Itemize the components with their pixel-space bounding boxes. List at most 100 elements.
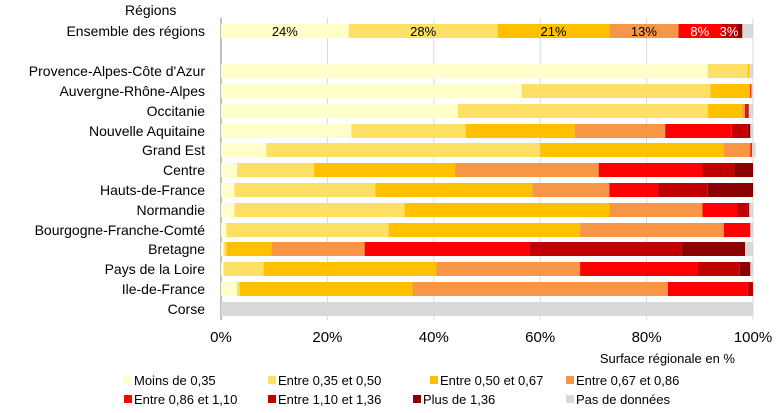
category-label-bourgogne-franche-comte: Bourgogne-Franche-Comté bbox=[35, 222, 206, 238]
bar-segment-provence-alpes-cote-d-azur-entre-0-50-et-0-67 bbox=[747, 64, 750, 78]
bar-segment-centre-moins-de-0-35 bbox=[221, 163, 237, 177]
bar-segment-hauts-de-france-entre-0-35-et-0-50 bbox=[234, 183, 376, 197]
bar-segment-pays-de-la-loire-entre-0-50-et-0-67 bbox=[263, 262, 437, 276]
category-label-hauts-de-france: Hauts-de-France bbox=[100, 182, 205, 198]
bar-segment-bourgogne-franche-comte-pas-de-donnees bbox=[750, 223, 753, 237]
legend-swatch-pas-de-donnees bbox=[566, 395, 574, 403]
bar-segment-nouvelle-aquitaine-entre-0-67-et-0-86 bbox=[574, 124, 666, 138]
bar-segment-centre-entre-0-86-et-1-10 bbox=[598, 163, 703, 177]
bar-segment-grand-est-entre-1-10-et-1-36 bbox=[751, 143, 752, 157]
bar-segment-ile-de-france-moins-de-0-35 bbox=[221, 282, 237, 296]
bar-segment-nouvelle-aquitaine-plus-de-1-36 bbox=[747, 124, 751, 138]
bar-segment-hauts-de-france-moins-de-0-35 bbox=[221, 183, 235, 197]
bar-segment-ile-de-france-entre-1-10-et-1-36 bbox=[747, 282, 753, 296]
data-label-entre-0-50-et-0-67: 21% bbox=[540, 24, 566, 39]
bar-segment-grand-est-pas-de-donnees bbox=[751, 143, 756, 157]
bar-segment-auvergne-rhone-alpes-entre-0-86-et-1-10 bbox=[750, 84, 752, 98]
bar-segment-occitanie-entre-0-35-et-0-50 bbox=[457, 104, 708, 118]
bar-segment-pays-de-la-loire-entre-1-10-et-1-36 bbox=[697, 262, 740, 276]
bar-segment-centre-entre-1-10-et-1-36 bbox=[702, 163, 735, 177]
bar-segment-pays-de-la-loire-pas-de-donnees bbox=[750, 262, 753, 276]
bar-segment-grand-est-entre-0-67-et-0-86 bbox=[723, 143, 751, 157]
category-label-normandie: Normandie bbox=[137, 202, 206, 218]
bar-segment-centre-entre-0-50-et-0-67 bbox=[314, 163, 456, 177]
bar-segment-bretagne-plus-de-1-36 bbox=[681, 242, 746, 256]
bar-segment-ensemble-des-regions-entre-0-35-et-0-50 bbox=[348, 24, 498, 38]
bar-segment-hauts-de-france-entre-0-50-et-0-67 bbox=[375, 183, 533, 197]
bar-segment-centre-entre-0-35-et-0-50 bbox=[236, 163, 315, 177]
bar-segment-bretagne-entre-0-86-et-1-10 bbox=[364, 242, 530, 256]
category-label-grand-est: Grand Est bbox=[142, 142, 205, 158]
bar-segment-pays-de-la-loire-plus-de-1-36 bbox=[739, 262, 751, 276]
legend-label-moins-de-0-35: Moins de 0,35 bbox=[134, 373, 216, 388]
bar-segment-hauts-de-france-entre-0-67-et-0-86 bbox=[532, 183, 610, 197]
bar-segment-ensemble-des-regions-entre-1-10-et-1-36 bbox=[721, 24, 738, 38]
bar-segment-pays-de-la-loire-entre-0-67-et-0-86 bbox=[436, 262, 581, 276]
data-label-entre-0-86-et-1-10: 8% bbox=[690, 24, 709, 39]
bar-segment-ile-de-france-entre-0-35-et-0-50 bbox=[236, 282, 240, 296]
legend-label-entre-1-10-et-1-36: Entre 1,10 et 1,36 bbox=[278, 392, 381, 407]
legend-label-entre-0-50-et-0-67: Entre 0,50 et 0,67 bbox=[440, 373, 543, 388]
data-label-entre-0-35-et-0-50: 28% bbox=[410, 24, 436, 39]
category-label-auvergne-rhone-alpes: Auvergne-Rhône-Alpes bbox=[59, 83, 205, 99]
category-label-nouvelle-aquitaine: Nouvelle Aquitaine bbox=[89, 123, 205, 139]
bar-segment-occitanie-entre-0-67-et-0-86 bbox=[742, 104, 746, 118]
legend-label-entre-0-35-et-0-50: Entre 0,35 et 0,50 bbox=[278, 373, 381, 388]
bar-segment-normandie-entre-0-86-et-1-10 bbox=[702, 203, 738, 217]
x-tick-label-80: 80% bbox=[632, 329, 662, 346]
bar-segment-corse-pas-de-donnees bbox=[221, 302, 753, 316]
x-axis-title: Surface régionale en % bbox=[600, 351, 736, 366]
bar-segment-ensemble-des-regions-moins-de-0-35 bbox=[221, 24, 349, 38]
x-tick-label-100: 100% bbox=[734, 329, 772, 346]
x-tick-label-40: 40% bbox=[419, 329, 449, 346]
bar-segment-ile-de-france-entre-0-86-et-1-10 bbox=[667, 282, 748, 296]
bar-segment-normandie-pas-de-donnees bbox=[749, 203, 753, 217]
bar-segment-bourgogne-franche-comte-entre-0-86-et-1-10 bbox=[723, 223, 751, 237]
bar-segment-hauts-de-france-entre-1-10-et-1-36 bbox=[657, 183, 708, 197]
bar-segment-bretagne-entre-0-67-et-0-86 bbox=[271, 242, 365, 256]
bar-segment-normandie-moins-de-0-35 bbox=[221, 203, 235, 217]
bar-segment-occitanie-pas-de-donnees bbox=[748, 104, 753, 118]
bar-segment-centre-plus-de-1-36 bbox=[734, 163, 753, 177]
bar-segment-bourgogne-franche-comte-entre-0-50-et-0-67 bbox=[388, 223, 581, 237]
data-label-entre-1-10-et-1-36: 3% bbox=[720, 24, 739, 39]
bar-segment-grand-est-entre-0-35-et-0-50 bbox=[266, 143, 541, 157]
legend-swatch-entre-0-50-et-0-67 bbox=[430, 376, 438, 384]
legend-label-pas-de-donnees: Pas de données bbox=[576, 392, 670, 407]
bar-segment-occitanie-entre-0-86-et-1-10 bbox=[745, 104, 747, 118]
category-label-bretagne: Bretagne bbox=[148, 241, 205, 257]
bar-segment-normandie-entre-0-50-et-0-67 bbox=[404, 203, 610, 217]
x-tick-label-60: 60% bbox=[525, 329, 555, 346]
bar-segment-nouvelle-aquitaine-entre-0-35-et-0-50 bbox=[351, 124, 466, 138]
category-label-centre: Centre bbox=[163, 162, 205, 178]
bar-segment-normandie-plus-de-1-36 bbox=[747, 203, 750, 217]
category-label-provence-alpes-cote-d-azur: Provence-Alpes-Côte d'Azur bbox=[29, 63, 206, 79]
legend-swatch-entre-1-10-et-1-36 bbox=[268, 395, 276, 403]
bar-segment-auvergne-rhone-alpes-entre-0-50-et-0-67 bbox=[710, 84, 750, 98]
y-axis-title: Régions bbox=[125, 2, 176, 18]
bar-segment-auvergne-rhone-alpes-pas-de-donnees bbox=[751, 84, 753, 98]
legend-swatch-entre-0-67-et-0-86 bbox=[566, 376, 574, 384]
bar-segment-auvergne-rhone-alpes-entre-0-67-et-0-86 bbox=[749, 84, 751, 98]
bar-segment-bourgogne-franche-comte-entre-0-35-et-0-50 bbox=[226, 223, 389, 237]
bar-segment-bretagne-moins-de-0-35 bbox=[221, 242, 224, 256]
bar-segment-occitanie-plus-de-1-36 bbox=[747, 104, 749, 118]
bar-segment-hauts-de-france-plus-de-1-36 bbox=[707, 183, 753, 197]
bar-segment-bretagne-pas-de-donnees bbox=[745, 242, 753, 256]
bar-segment-ile-de-france-entre-0-67-et-0-86 bbox=[412, 282, 668, 296]
legend-swatch-moins-de-0-35 bbox=[124, 376, 132, 384]
bar-segment-normandie-entre-1-10-et-1-36 bbox=[737, 203, 748, 217]
data-label-entre-0-67-et-0-86: 13% bbox=[631, 24, 657, 39]
data-label-moins-de-0-35: 24% bbox=[272, 24, 298, 39]
bar-segment-bretagne-entre-0-35-et-0-50 bbox=[223, 242, 227, 256]
bar-segment-ensemble-des-regions-pas-de-donnees bbox=[742, 24, 753, 38]
bar-segment-nouvelle-aquitaine-entre-1-10-et-1-36 bbox=[731, 124, 748, 138]
bar-segment-ile-de-france-entre-0-50-et-0-67 bbox=[239, 282, 413, 296]
bar-segment-pays-de-la-loire-entre-0-35-et-0-50 bbox=[223, 262, 264, 276]
bar-segment-pays-de-la-loire-entre-0-86-et-1-10 bbox=[580, 262, 698, 276]
bar-segment-nouvelle-aquitaine-entre-0-50-et-0-67 bbox=[465, 124, 575, 138]
category-label-pays-de-la-loire: Pays de la Loire bbox=[105, 261, 206, 277]
bar-segment-grand-est-entre-0-86-et-1-10 bbox=[750, 143, 752, 157]
bar-segment-nouvelle-aquitaine-pas-de-donnees bbox=[750, 124, 753, 138]
